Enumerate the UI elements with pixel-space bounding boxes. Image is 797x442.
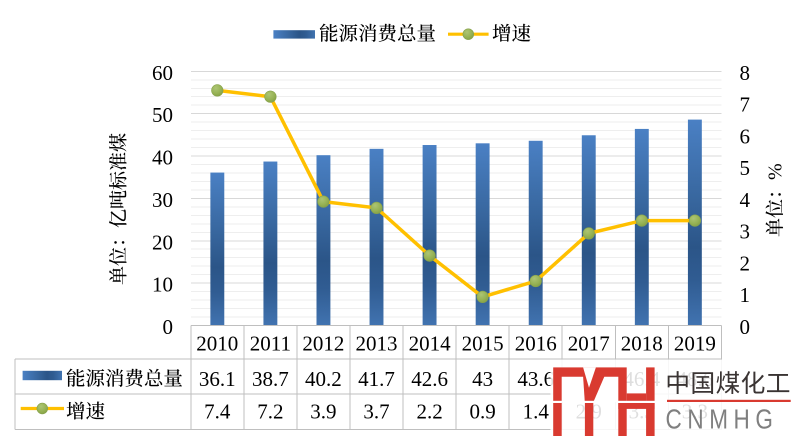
svg-text:3.9: 3.9 [310, 400, 336, 424]
svg-text:41.7: 41.7 [358, 367, 395, 391]
svg-text:2014: 2014 [409, 331, 452, 355]
svg-text:38.7: 38.7 [252, 367, 289, 391]
svg-text:CNMHG: CNMHG [666, 405, 779, 436]
svg-text:7.4: 7.4 [204, 400, 231, 424]
svg-text:2017: 2017 [568, 331, 610, 355]
svg-text:42.6: 42.6 [411, 367, 448, 391]
svg-text:2011: 2011 [250, 331, 291, 355]
svg-text:3.7: 3.7 [363, 400, 389, 424]
svg-text:2010: 2010 [196, 331, 238, 355]
svg-text:2013: 2013 [356, 331, 398, 355]
svg-text:4: 4 [740, 188, 751, 212]
svg-text:1.4: 1.4 [523, 400, 550, 424]
svg-text:20: 20 [152, 230, 173, 254]
svg-text:2019: 2019 [674, 331, 716, 355]
svg-text:50: 50 [152, 103, 173, 127]
svg-text:7.2: 7.2 [257, 400, 283, 424]
svg-text:2: 2 [740, 251, 751, 275]
svg-text:0: 0 [740, 315, 751, 339]
svg-text:2018: 2018 [621, 331, 663, 355]
svg-text:3: 3 [740, 220, 751, 244]
svg-text:8: 8 [740, 61, 751, 85]
svg-text:40.2: 40.2 [305, 367, 342, 391]
svg-text:36.1: 36.1 [199, 367, 236, 391]
svg-text:0.9: 0.9 [469, 400, 495, 424]
svg-text:%: % [765, 163, 787, 180]
svg-text:1: 1 [740, 283, 751, 307]
svg-text:2.2: 2.2 [416, 400, 442, 424]
svg-text:40: 40 [152, 146, 173, 170]
svg-text:2012: 2012 [302, 331, 344, 355]
svg-text:30: 30 [152, 188, 173, 212]
svg-text:0: 0 [163, 315, 174, 339]
svg-text:6: 6 [740, 124, 751, 148]
svg-text:2016: 2016 [515, 331, 557, 355]
svg-text:5: 5 [740, 156, 751, 180]
svg-text:7: 7 [740, 93, 751, 117]
svg-text:2015: 2015 [462, 331, 504, 355]
svg-text:10: 10 [152, 273, 173, 297]
svg-text:43.6: 43.6 [517, 367, 554, 391]
svg-text:43: 43 [472, 367, 493, 391]
svg-text:60: 60 [152, 61, 173, 85]
